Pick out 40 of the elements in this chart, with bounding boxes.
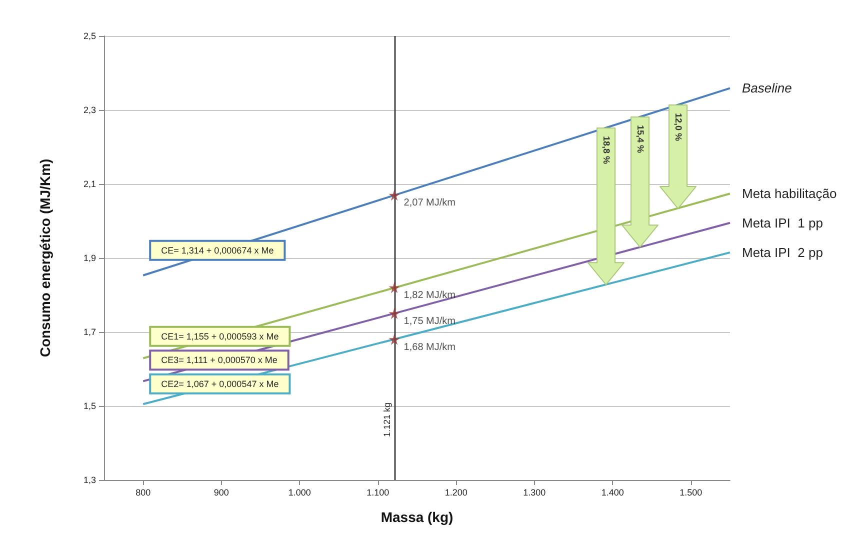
x-tick-label: 1.200: [444, 488, 468, 498]
annotation: CE1= 1,155 + 0,000593 x Me: [161, 331, 279, 342]
annotation: CE= 1,314 + 0,000674 x Me: [161, 245, 274, 256]
annotation: CE2= 1,067 + 0,000547 x Me: [161, 378, 279, 389]
point: [388, 282, 400, 294]
series-label: Meta IPI 1 pp: [742, 215, 823, 230]
x-tick-label: 900: [214, 488, 229, 498]
y-tick-label: 1,7: [83, 327, 96, 337]
arrow-icon: 12,0 %: [660, 104, 696, 208]
data-label: 1,68 MJ/km: [404, 342, 456, 353]
ref-line-label: 1.121 kg: [382, 402, 392, 437]
y-tick-label: 1,9: [83, 253, 96, 263]
x-tick-label: 1.400: [601, 488, 624, 498]
x-tick-label: 800: [136, 488, 151, 498]
point: [388, 334, 400, 345]
x-tick-label: 1.000: [288, 488, 311, 498]
arrow-icon: 18,8 %: [588, 128, 624, 284]
y-axis-title: Consumo energético (MJ/Km): [37, 158, 53, 358]
point: [388, 190, 400, 201]
y-tick-label: 2,1: [83, 179, 96, 189]
data-label: 2,07 MJ/km: [404, 198, 456, 209]
y-tick-label: 1,3: [83, 475, 96, 485]
annotation: 15,4 %: [636, 125, 646, 154]
x-tick-label: 1.100: [366, 488, 390, 498]
annotation: CE3= 1,111 + 0,000570 x Me: [161, 355, 278, 366]
series-label: Baseline: [742, 80, 792, 96]
x-tick-label: 1.500: [680, 488, 702, 498]
x-axis-title: Massa (kg): [380, 509, 454, 525]
point: [388, 308, 400, 319]
x-tick-label: 1.300: [523, 488, 546, 498]
data-label: 1,75 MJ/km: [404, 316, 456, 327]
data-label: 1,82 MJ/km: [404, 290, 456, 302]
y-tick-label: 2,3: [83, 105, 96, 115]
arrow-icon: 15,4 %: [622, 117, 658, 248]
y-tick-label: 1,5: [83, 401, 96, 411]
annotation: 12,0 %: [673, 112, 684, 141]
annotation: 18,8 %: [602, 136, 612, 164]
series-label: Meta habilitação: [742, 186, 837, 202]
y-tick-label: 2,5: [83, 31, 96, 41]
series-label: Meta IPI 2 pp: [742, 244, 823, 260]
